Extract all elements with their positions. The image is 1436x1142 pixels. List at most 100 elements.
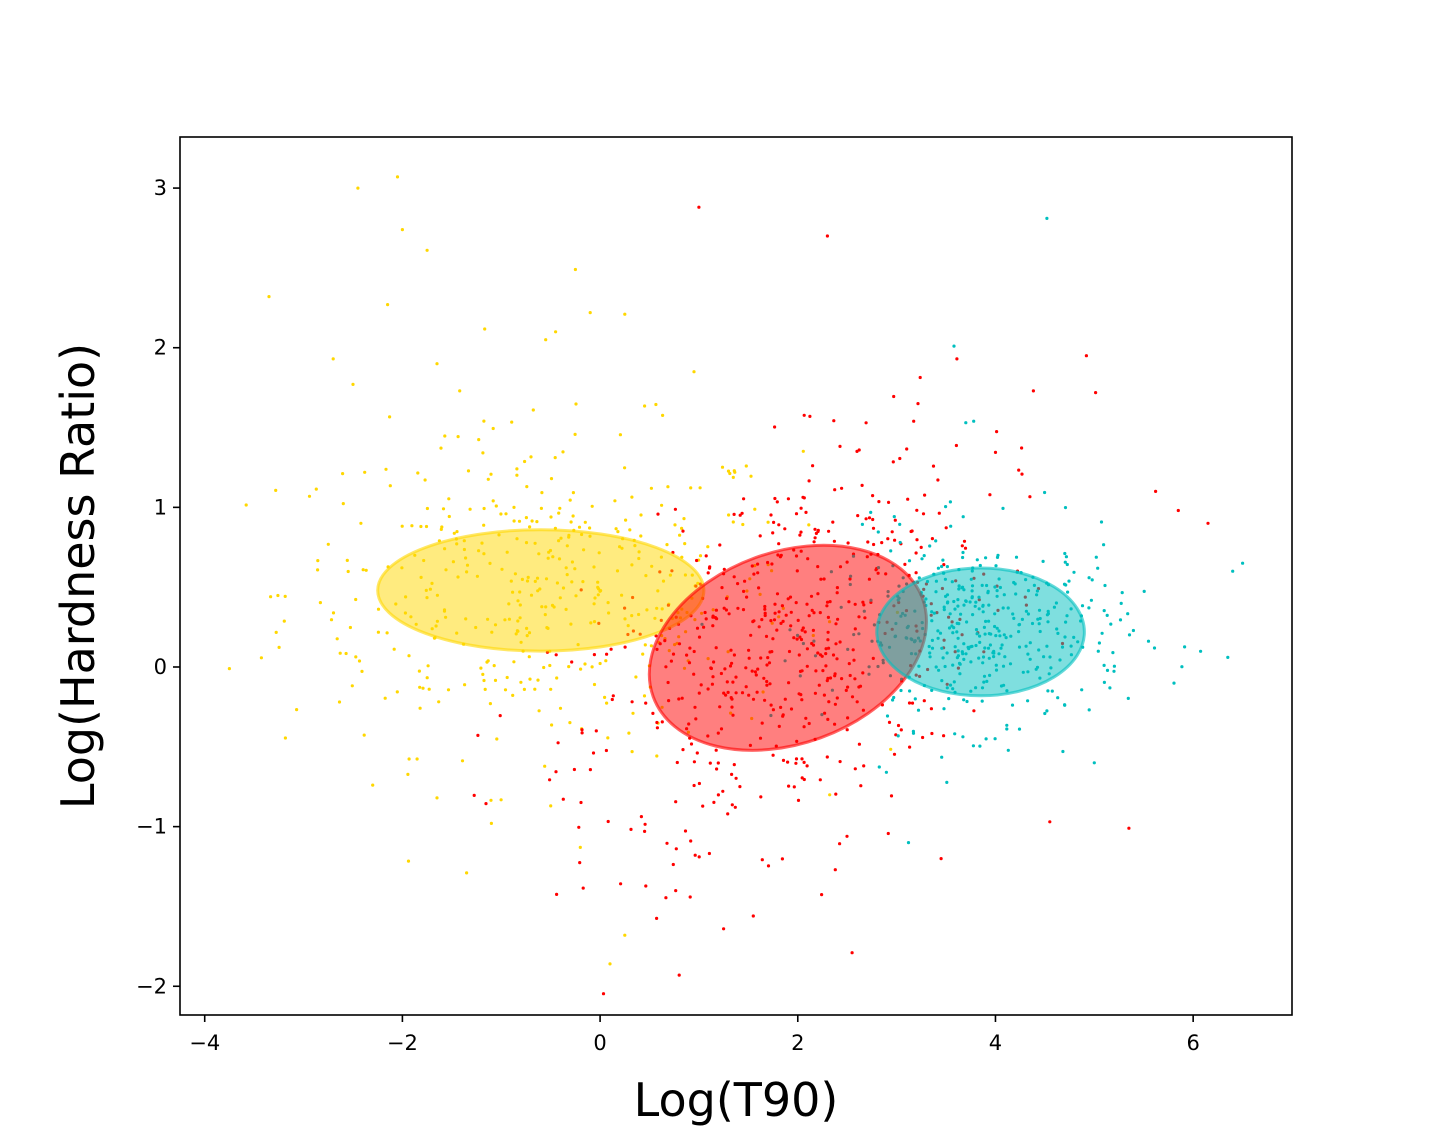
data-point	[749, 474, 753, 478]
data-point	[733, 470, 737, 474]
data-point	[934, 539, 938, 543]
data-point	[722, 927, 726, 931]
data-point	[383, 696, 387, 700]
data-point	[1126, 612, 1130, 616]
data-point	[416, 471, 420, 475]
data-point	[661, 413, 665, 417]
data-point	[558, 506, 562, 510]
data-point	[354, 597, 358, 602]
data-point	[695, 751, 699, 755]
data-point	[813, 527, 817, 531]
data-point	[923, 493, 927, 497]
data-point	[887, 720, 892, 725]
data-point	[759, 795, 763, 799]
data-point	[921, 512, 926, 516]
data-point	[623, 933, 627, 937]
data-point	[356, 186, 360, 190]
data-point	[619, 882, 623, 886]
data-point	[838, 842, 842, 846]
data-point	[827, 529, 831, 533]
data-point	[423, 478, 427, 482]
data-point	[639, 534, 643, 538]
data-point	[539, 506, 544, 510]
data-point	[771, 753, 775, 757]
data-point	[479, 666, 483, 670]
data-point	[525, 485, 529, 489]
data-point	[400, 228, 404, 232]
data-point	[869, 510, 873, 514]
data-point	[437, 700, 441, 704]
data-point	[730, 803, 734, 807]
data-point	[630, 750, 634, 754]
cluster-ellipse-0	[376, 528, 706, 653]
data-point	[590, 504, 594, 508]
data-point	[574, 402, 578, 406]
data-point	[468, 507, 472, 511]
y-tick-label: 1	[154, 495, 167, 519]
data-point	[1226, 655, 1230, 660]
data-point	[493, 678, 498, 683]
data-point	[515, 473, 519, 477]
data-point	[259, 656, 263, 660]
data-point	[1087, 576, 1091, 580]
data-point	[554, 770, 558, 774]
data-point	[867, 516, 872, 520]
data-point	[504, 512, 508, 516]
data-point	[489, 798, 493, 802]
data-point	[1154, 489, 1158, 493]
data-point	[993, 737, 997, 741]
data-point	[831, 520, 835, 524]
data-point	[996, 553, 1000, 557]
data-point	[922, 554, 926, 558]
data-point	[716, 761, 720, 765]
data-point	[773, 425, 777, 429]
plot-frame	[179, 136, 1293, 1016]
data-point	[318, 601, 322, 605]
data-point	[889, 794, 894, 798]
data-point	[783, 527, 787, 531]
data-point	[579, 800, 583, 805]
data-point	[707, 851, 712, 856]
data-point	[458, 389, 462, 393]
data-point	[1108, 686, 1112, 690]
data-point	[536, 678, 540, 682]
x-tick-label: 4	[989, 1031, 1002, 1055]
data-point	[988, 493, 992, 497]
data-point	[631, 711, 635, 715]
data-point	[941, 558, 945, 562]
data-point	[944, 505, 948, 509]
data-point	[616, 530, 620, 534]
data-point	[400, 524, 404, 528]
data-point	[916, 402, 920, 406]
data-point	[655, 720, 659, 725]
data-point	[418, 706, 422, 710]
data-point	[766, 520, 770, 524]
data-point	[553, 456, 557, 460]
data-point	[482, 678, 486, 683]
data-point	[605, 701, 609, 705]
data-point	[680, 526, 684, 531]
data-point	[942, 707, 946, 711]
data-point	[557, 511, 561, 515]
data-point	[721, 789, 725, 793]
data-point	[891, 698, 895, 702]
data-point	[798, 533, 802, 537]
data-point	[274, 488, 278, 492]
data-point	[588, 311, 592, 315]
data-point	[623, 645, 627, 649]
data-point	[871, 526, 876, 530]
data-point	[760, 858, 764, 862]
data-point	[894, 733, 898, 737]
data-point	[569, 520, 573, 524]
data-point	[630, 495, 634, 499]
data-point	[701, 804, 705, 808]
data-point	[892, 515, 896, 519]
data-point	[1045, 709, 1049, 713]
data-point	[515, 467, 519, 471]
data-point	[364, 568, 368, 572]
data-point	[891, 460, 895, 464]
data-point	[244, 503, 248, 507]
data-point	[993, 450, 998, 454]
data-point	[1097, 641, 1101, 645]
data-point	[295, 708, 299, 712]
